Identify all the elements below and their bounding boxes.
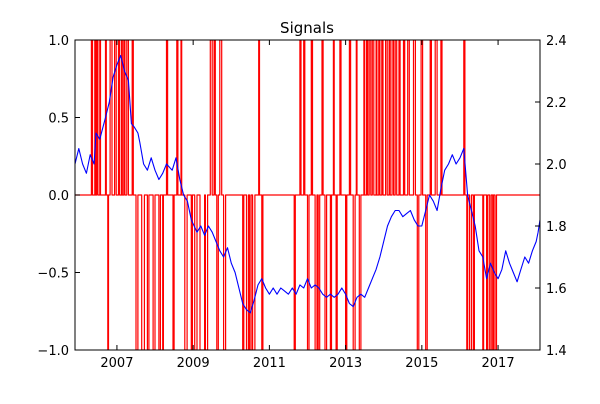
y-right-tick-label: 1.8 xyxy=(546,220,567,235)
y-right-tick-label: 1.4 xyxy=(546,344,567,359)
y-right-tick-label: 2.4 xyxy=(546,34,567,49)
y-right-tick-label: 2.2 xyxy=(546,96,567,111)
x-tick-label: 2007 xyxy=(100,356,133,371)
y-axis-left: −1.0 −0.5 0.0 0.5 1.0 xyxy=(37,34,80,359)
y-left-tick-label: 1.0 xyxy=(48,34,69,49)
series-line-price xyxy=(75,54,540,314)
plot-clipped-group xyxy=(75,40,540,350)
x-tick-label: 2009 xyxy=(177,356,210,371)
y-left-tick-label: −1.0 xyxy=(37,344,69,359)
x-axis: 2007 2009 2011 2013 2015 2017 xyxy=(100,40,515,371)
y-right-tick-label: 1.6 xyxy=(546,282,567,297)
y-axis-right: 1.4 1.6 1.8 2.0 2.2 2.4 xyxy=(535,34,567,359)
plot-content xyxy=(75,40,540,350)
y-left-tick-label: −0.5 xyxy=(37,267,69,282)
y-left-tick-label: 0.0 xyxy=(48,189,69,204)
x-tick-label: 2017 xyxy=(482,356,515,371)
x-tick-label: 2015 xyxy=(405,356,438,371)
y-left-tick-label: 0.5 xyxy=(48,112,69,127)
chart-title: Signals xyxy=(280,19,334,37)
x-tick-label: 2013 xyxy=(329,356,362,371)
y-right-tick-label: 2.0 xyxy=(546,158,567,173)
x-tick-label: 2011 xyxy=(253,356,286,371)
